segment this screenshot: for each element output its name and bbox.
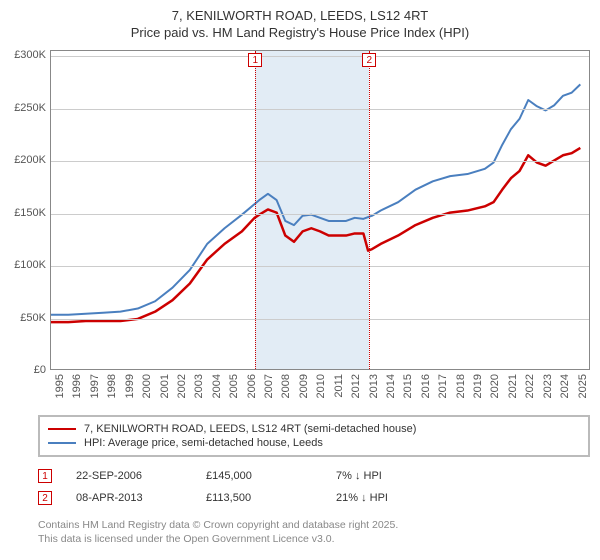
x-tick-label: 2003 [193,374,205,398]
legend-swatch-blue [48,442,76,444]
x-tick-label: 2004 [211,374,223,398]
footer-attribution: Contains HM Land Registry data © Crown c… [38,518,398,546]
y-tick-label: £50K [0,312,46,324]
x-tick-label: 1997 [89,374,101,398]
x-tick-label: 2009 [298,374,310,398]
legend-text-series2: HPI: Average price, semi-detached house,… [84,437,323,449]
legend-row-series2: HPI: Average price, semi-detached house,… [48,436,580,450]
x-tick-label: 2015 [402,374,414,398]
x-tick-label: 2025 [577,374,589,398]
title-block: 7, KENILWORTH ROAD, LEEDS, LS12 4RT Pric… [0,0,600,44]
y-tick-label: £300K [0,49,46,61]
x-tick-label: 2000 [141,374,153,398]
y-tick-label: £0 [0,364,46,376]
title-line2: Price paid vs. HM Land Registry's House … [0,25,600,40]
x-tick-label: 2012 [350,374,362,398]
x-axis: 1995 1996 1997 1998 1999 2000 2001 2002 2003 2004… [50,372,590,412]
x-tick-label: 2002 [176,374,188,398]
x-tick-label: 2017 [437,374,449,398]
x-tick-label: 2013 [368,374,380,398]
x-tick-label: 2014 [385,374,397,398]
transaction-date-2: 08-APR-2013 [76,492,206,504]
transaction-row-2: 2 08-APR-2013 £113,500 21% ↓ HPI [38,487,590,509]
x-tick-label: 2011 [333,374,345,398]
gridline-h [51,161,589,162]
transaction-pct-1: 7% ↓ HPI [336,470,466,482]
x-tick-label: 2006 [246,374,258,398]
x-tick-label: 1999 [124,374,136,398]
title-line1: 7, KENILWORTH ROAD, LEEDS, LS12 4RT [0,8,600,23]
x-tick-label: 1995 [54,374,66,398]
x-tick-label: 2018 [455,374,467,398]
chart-plot-area: 12 [50,50,590,370]
x-tick-label: 2001 [159,374,171,398]
band-line [255,51,256,369]
chart-container: 7, KENILWORTH ROAD, LEEDS, LS12 4RT Pric… [0,0,600,560]
legend-swatch-red [48,428,76,430]
gridline-h [51,56,589,57]
x-tick-label: 2007 [263,374,275,398]
x-tick-label: 2020 [489,374,501,398]
legend-row-series1: 7, KENILWORTH ROAD, LEEDS, LS12 4RT (sem… [48,422,580,436]
transaction-price-1: £145,000 [206,470,336,482]
transaction-price-2: £113,500 [206,492,336,504]
band-marker: 2 [362,53,376,67]
x-tick-label: 2010 [315,374,327,398]
y-tick-label: £250K [0,102,46,114]
x-tick-label: 2022 [524,374,536,398]
event-marker-2: 2 [38,491,52,505]
transaction-date-1: 22-SEP-2006 [76,470,206,482]
line-series-svg [51,51,589,369]
gridline-h [51,214,589,215]
event-marker-1: 1 [38,469,52,483]
x-tick-label: 2016 [420,374,432,398]
band-marker: 1 [248,53,262,67]
series-price_paid [51,148,580,322]
x-tick-label: 1998 [106,374,118,398]
y-tick-label: £200K [0,154,46,166]
x-tick-label: 2008 [280,374,292,398]
transaction-rows: 1 22-SEP-2006 £145,000 7% ↓ HPI 2 08-APR… [38,465,590,509]
x-tick-label: 2021 [507,374,519,398]
gridline-h [51,319,589,320]
x-tick-label: 2024 [559,374,571,398]
legend-box: 7, KENILWORTH ROAD, LEEDS, LS12 4RT (sem… [38,415,590,457]
gridline-h [51,266,589,267]
y-tick-label: £150K [0,207,46,219]
legend-text-series1: 7, KENILWORTH ROAD, LEEDS, LS12 4RT (sem… [84,423,416,435]
y-tick-label: £100K [0,259,46,271]
transaction-row-1: 1 22-SEP-2006 £145,000 7% ↓ HPI [38,465,590,487]
transaction-pct-2: 21% ↓ HPI [336,492,466,504]
footer-line1: Contains HM Land Registry data © Crown c… [38,518,398,532]
x-tick-label: 2005 [228,374,240,398]
band-line [369,51,370,369]
x-tick-label: 2019 [472,374,484,398]
x-tick-label: 2023 [542,374,554,398]
x-tick-label: 1996 [71,374,83,398]
gridline-h [51,109,589,110]
footer-line2: This data is licensed under the Open Gov… [38,532,398,546]
series-hpi [51,84,580,314]
